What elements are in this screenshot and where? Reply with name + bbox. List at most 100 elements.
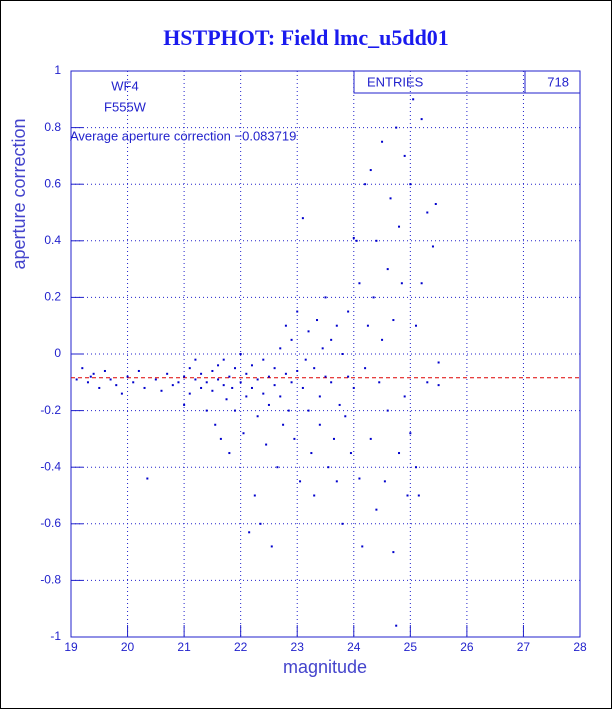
point	[330, 381, 333, 384]
point	[383, 480, 386, 483]
point	[290, 338, 293, 341]
point	[299, 480, 302, 483]
point	[347, 310, 350, 313]
y-tick-label: 0.2	[44, 290, 61, 304]
point	[250, 364, 253, 367]
y-axis-label: aperture correction	[9, 118, 29, 269]
plot-frame	[70, 70, 581, 638]
x-axis-label: magnitude	[283, 657, 367, 677]
point	[375, 508, 378, 511]
point	[310, 452, 313, 455]
point	[267, 403, 270, 406]
point	[437, 361, 440, 364]
y-tick-label: 0.8	[44, 120, 61, 134]
point	[242, 432, 245, 435]
point	[290, 381, 293, 384]
point	[364, 367, 367, 370]
point	[293, 437, 296, 440]
x-tick-label: 24	[347, 640, 361, 654]
point	[395, 624, 398, 627]
point	[369, 437, 372, 440]
point	[225, 398, 228, 401]
point	[409, 432, 412, 435]
point	[284, 372, 287, 375]
annotation: F555W	[104, 99, 147, 114]
point	[188, 367, 191, 370]
point	[166, 372, 169, 375]
point	[366, 324, 369, 327]
point	[338, 403, 341, 406]
point	[205, 381, 208, 384]
point	[222, 358, 225, 361]
point	[194, 378, 197, 381]
point	[194, 358, 197, 361]
point	[355, 239, 358, 242]
point	[414, 324, 417, 327]
point	[352, 236, 355, 239]
point	[344, 415, 347, 418]
y-tick-label: 1	[54, 63, 61, 77]
x-tick-label: 25	[404, 640, 418, 654]
point	[403, 154, 406, 157]
point	[307, 330, 310, 333]
point	[228, 375, 231, 378]
point	[301, 386, 304, 389]
point	[262, 392, 265, 395]
point	[171, 384, 174, 387]
point	[426, 381, 429, 384]
point	[369, 169, 372, 172]
point	[245, 395, 248, 398]
y-tick-label: 0.4	[44, 233, 61, 247]
point	[256, 415, 259, 418]
point	[245, 372, 248, 375]
point	[324, 296, 327, 299]
point	[248, 531, 251, 534]
point	[160, 389, 163, 392]
point	[137, 369, 140, 372]
point	[109, 378, 112, 381]
x-tick-label: 27	[517, 640, 531, 654]
point	[307, 409, 310, 412]
point	[349, 452, 352, 455]
point	[304, 358, 307, 361]
point	[239, 353, 242, 355]
point	[146, 477, 149, 480]
point	[347, 375, 350, 378]
x-tick-label: 21	[177, 640, 191, 654]
point	[183, 375, 186, 378]
chart-title: HSTPHOT: Field lmc_u5dd01	[163, 25, 449, 50]
point	[284, 324, 287, 327]
point	[75, 378, 78, 381]
point	[273, 367, 276, 370]
y-tick-label: 0.6	[44, 176, 61, 190]
point	[228, 452, 231, 455]
point	[372, 296, 375, 299]
point	[270, 545, 273, 548]
point	[143, 386, 146, 389]
point	[389, 197, 392, 200]
point	[330, 338, 333, 341]
point	[361, 545, 364, 548]
point	[420, 282, 423, 285]
point	[386, 268, 389, 271]
point	[321, 347, 324, 350]
point	[318, 395, 321, 398]
point	[318, 423, 321, 426]
point	[341, 522, 344, 525]
point	[395, 126, 398, 129]
point	[392, 551, 395, 554]
point	[313, 494, 316, 497]
point	[154, 378, 157, 381]
point	[296, 310, 299, 313]
point	[434, 203, 437, 206]
x-tick-label: 22	[234, 640, 248, 654]
point	[86, 381, 89, 384]
stats-value: 718	[547, 74, 569, 89]
y-tick-label: -0.8	[40, 573, 61, 587]
point	[352, 386, 355, 389]
point	[398, 225, 401, 228]
point	[234, 409, 237, 412]
point	[301, 217, 304, 220]
point	[256, 378, 259, 381]
point	[234, 367, 237, 370]
